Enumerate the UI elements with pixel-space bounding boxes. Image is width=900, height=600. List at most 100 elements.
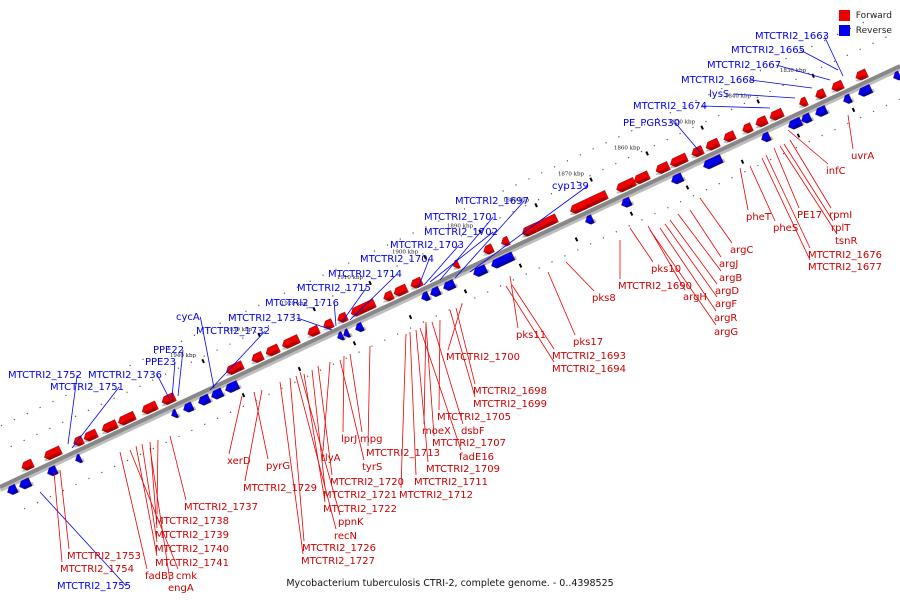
forward-leader-line [129, 449, 179, 570]
forward-gene-label: MTCTRI2_1694 [552, 364, 626, 375]
gene-arrow-side [861, 88, 875, 97]
forward-gene-label: argH [683, 292, 707, 303]
forward-gene-label: rpmI [829, 210, 852, 221]
reverse-leader-line [733, 93, 796, 99]
legend-reverse-label: Reverse [855, 25, 892, 36]
forward-gene-label: moeX [422, 426, 451, 437]
gene-arrow-side [588, 218, 597, 224]
gene-arrow-shape [7, 483, 19, 495]
legend-forward: Forward [838, 8, 892, 23]
gene-arrow-shape [198, 393, 212, 406]
forward-gene-label: argR [714, 313, 737, 324]
gene-arrow-side [358, 326, 367, 332]
forward-gene [691, 145, 705, 159]
forward-gene-label: engA [168, 583, 194, 594]
forward-leader-line [547, 271, 576, 336]
tick-mark [257, 332, 261, 338]
reverse-swatch [838, 25, 850, 36]
gene-arrow-side [804, 116, 815, 123]
reverse-gene [671, 172, 687, 185]
gene-arrow-shape [483, 243, 495, 255]
forward-leader-line [279, 381, 304, 555]
forward-gene-label: pheT [746, 212, 772, 223]
gene-arrow-shape [83, 428, 99, 442]
gene-arrow-side [186, 406, 197, 412]
forward-gene-label: pks10 [651, 264, 681, 275]
forward-gene [855, 68, 869, 82]
gene-arrow-side [83, 434, 97, 443]
forward-gene [655, 161, 671, 175]
forward-gene-label: MTCTRI2_1707 [432, 438, 506, 449]
reverse-leader-line [71, 386, 120, 449]
legend: Forward Reverse [838, 8, 892, 38]
tick-mark [700, 125, 704, 130]
forward-leader-line [699, 197, 733, 244]
reverse-gene [47, 465, 61, 477]
gene-arrow-side [43, 451, 61, 462]
forward-gene-label: MTCTRI2_1677 [808, 262, 882, 273]
reverse-gene-label: cycA [176, 312, 200, 323]
forward-leader-line [761, 157, 811, 261]
gene-arrow-shape [670, 152, 689, 168]
reverse-leader-line [439, 216, 494, 281]
forward-leader-line [425, 323, 435, 437]
gene-arrow-shape [410, 276, 424, 289]
gene-arrow-side [791, 121, 805, 129]
gene-arrow-shape [703, 154, 724, 170]
forward-gene-label: MTCTRI2_1720 [330, 477, 404, 488]
forward-gene-label: pks17 [573, 337, 603, 348]
forward-leader-line [400, 333, 407, 489]
tick-mark [811, 73, 815, 78]
reverse-leader-line [675, 122, 701, 153]
gene-arrow-shape [350, 298, 377, 317]
gene-arrow-shape [755, 115, 769, 128]
forward-gene-label: MTCTRI2_1693 [552, 351, 626, 362]
gene-arrow-shape [171, 408, 179, 419]
forward-leader-line [119, 451, 148, 570]
forward-gene [633, 170, 651, 186]
gene-arrow-shape [769, 107, 785, 121]
forward-leader-line [415, 329, 429, 463]
forward-swatch [838, 10, 850, 21]
forward-leader-line [669, 219, 718, 285]
reverse-leader-line [823, 35, 844, 77]
reverse-gene-label: MTCTRI2_1751 [50, 382, 124, 393]
forward-leader-line [511, 284, 555, 350]
legend-reverse: Reverse [838, 23, 892, 38]
gene-arrow-side [281, 340, 299, 350]
reverse-gene [858, 84, 875, 97]
gene-arrow-shape [355, 321, 365, 333]
forward-gene [21, 458, 35, 472]
forward-leader-line [322, 361, 331, 452]
forward-gene-label: cmk [176, 571, 197, 582]
reverse-leader-line [200, 316, 215, 389]
reverse-gene [443, 279, 459, 291]
forward-leader-line [289, 377, 305, 542]
gene-arrow-side [569, 196, 607, 215]
forward-gene [141, 400, 159, 416]
forward-gene-label: infC [826, 166, 846, 177]
reverse-leader-line [469, 185, 588, 273]
gene-arrow-side [764, 136, 774, 142]
forward-gene-label: MTCTRI2_1711 [414, 477, 488, 488]
gene-arrow-side [214, 392, 227, 399]
gene-arrow-side [769, 114, 783, 122]
tick-mark [589, 177, 593, 182]
gene-arrow-side [896, 75, 900, 80]
gene-arrow-side [50, 469, 61, 476]
reverse-gene-label: MTCTRI2_1731 [228, 313, 302, 324]
tick-label: 1850 kbp [669, 120, 696, 126]
tick-mark [201, 358, 205, 364]
forward-gene [705, 137, 721, 152]
gene-arrow-side [323, 324, 333, 331]
gene-labels: MTCTRI2_1663 MTCTRI2_1665 MTCTRI2_1667 MTCT… [8, 31, 882, 594]
forward-gene-label: pheS [773, 223, 798, 234]
reverse-leader-line [67, 374, 78, 445]
forward-gene-label: argG [714, 327, 738, 338]
forward-gene-label: MTCTRI2_1700 [446, 352, 520, 363]
forward-gene-label: tsnR [835, 236, 857, 247]
gene-features [7, 68, 900, 495]
tick-mark [463, 289, 468, 294]
forward-gene-label: fadB3 [145, 571, 174, 582]
